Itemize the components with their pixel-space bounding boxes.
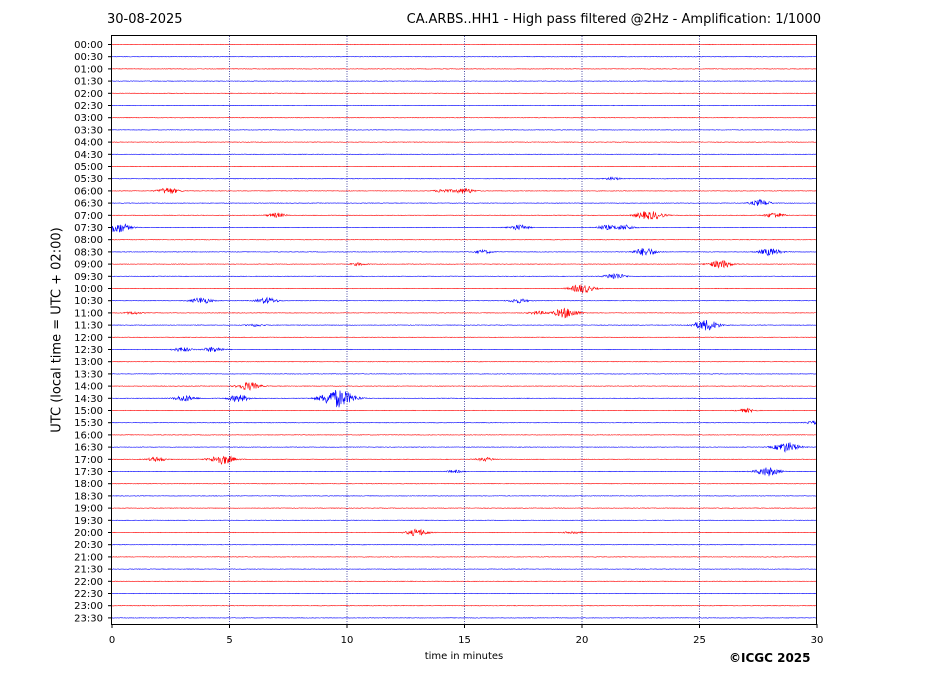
y-tick-label: 02:00 — [74, 89, 103, 100]
y-tick-label: 11:00 — [74, 308, 103, 319]
x-tick-label: 20 — [576, 635, 589, 646]
y-tick-label: 13:30 — [74, 369, 103, 380]
x-tick-label: 5 — [226, 635, 232, 646]
y-tick-label: 16:30 — [74, 443, 103, 454]
y-tick-label: 01:30 — [74, 77, 103, 88]
y-tick-label: 04:00 — [74, 138, 103, 149]
y-tick-label: 08:00 — [74, 235, 103, 246]
trace-1430 — [111, 390, 818, 408]
y-tick-label: 09:00 — [74, 260, 103, 271]
y-tick-label: 20:00 — [74, 528, 103, 539]
trace-2000 — [111, 528, 818, 537]
y-tick-label: 08:30 — [74, 247, 103, 258]
y-tick-label: 09:30 — [74, 272, 103, 283]
trace-2030 — [111, 544, 818, 546]
trace-0200 — [111, 92, 817, 94]
y-tick-label: 10:30 — [74, 296, 103, 307]
y-tick-label: 06:30 — [74, 199, 103, 210]
y-tick-label: 19:00 — [74, 504, 103, 515]
trace-1900 — [111, 507, 818, 509]
y-tick-label: 18:00 — [74, 479, 103, 490]
y-tick-label: 03:00 — [74, 113, 103, 124]
trace-1930 — [111, 519, 818, 521]
y-tick-label: 20:30 — [74, 540, 103, 551]
y-tick-label: 11:30 — [74, 321, 103, 332]
trace-0700 — [111, 211, 818, 220]
y-tick-label: 07:30 — [74, 223, 103, 234]
y-tick-label: 21:00 — [74, 552, 103, 563]
trace-1700 — [111, 455, 818, 465]
chart-title: CA.ARBS..HH1 - High pass filtered @2Hz -… — [406, 12, 821, 27]
y-tick-label: 22:00 — [74, 577, 103, 588]
trace-1200 — [111, 336, 818, 338]
y-tick-label: 02:30 — [74, 101, 103, 112]
trace-1830 — [111, 495, 818, 497]
trace-1030 — [111, 296, 818, 304]
y-tick-label: 00:00 — [74, 40, 103, 51]
y-tick-label: 06:00 — [74, 186, 103, 197]
trace-1500 — [111, 407, 818, 414]
y-tick-label: 07:00 — [74, 211, 103, 222]
y-tick-label: 15:30 — [74, 418, 103, 429]
y-tick-label: 19:30 — [74, 516, 103, 527]
trace-0330 — [111, 129, 818, 131]
trace-1530 — [111, 420, 818, 426]
y-tick-label: 05:30 — [74, 174, 103, 185]
y-tick-label: 22:30 — [74, 589, 103, 600]
x-axis-label: time in minutes — [424, 651, 504, 662]
y-tick-label: 12:00 — [74, 333, 103, 344]
y-tick-label: 17:00 — [74, 455, 103, 466]
grid-layer — [229, 36, 700, 624]
y-tick-label: 16:00 — [74, 430, 103, 441]
y-tick-label: 01:00 — [74, 64, 103, 75]
trace-1630 — [111, 442, 818, 453]
y-tick-label: 13:00 — [74, 357, 103, 368]
trace-1100 — [111, 307, 818, 319]
y-tick-label: 15:00 — [74, 406, 103, 417]
trace-1600 — [111, 434, 818, 436]
plot-frame — [111, 35, 817, 625]
date-label: 30-08-2025 — [107, 12, 183, 27]
trace-2300 — [111, 605, 818, 607]
copyright-label: ©ICGC 2025 — [729, 651, 811, 665]
trace-1230 — [111, 346, 818, 353]
y-tick-label: 04:30 — [74, 150, 103, 161]
y-tick-label: 21:30 — [74, 565, 103, 576]
trace-0300 — [111, 117, 818, 119]
trace-0800 — [111, 239, 818, 241]
y-tick-label: 14:30 — [74, 394, 103, 405]
y-tick-label: 23:30 — [74, 613, 103, 624]
x-tick-label: 15 — [458, 635, 471, 646]
x-tick-label: 10 — [341, 635, 354, 646]
y-tick-label: 14:00 — [74, 382, 103, 393]
trace-2330 — [111, 617, 818, 619]
y-tick-label: 17:30 — [74, 467, 103, 478]
x-tick-label: 0 — [109, 635, 115, 646]
y-tick-label: 00:30 — [74, 52, 103, 63]
trace-0230 — [111, 104, 818, 107]
x-tick-label: 25 — [693, 635, 706, 646]
trace-0730 — [111, 223, 818, 233]
y-tick-label: 03:30 — [74, 125, 103, 136]
y-tick-label: 12:30 — [74, 345, 103, 356]
y-tick-label: 23:00 — [74, 601, 103, 612]
y-tick-label: 10:00 — [74, 284, 103, 295]
trace-0630 — [111, 198, 818, 206]
x-tick-label: 30 — [811, 635, 824, 646]
y-tick-label: 05:00 — [74, 162, 103, 173]
y-tick-label: 18:30 — [74, 491, 103, 502]
